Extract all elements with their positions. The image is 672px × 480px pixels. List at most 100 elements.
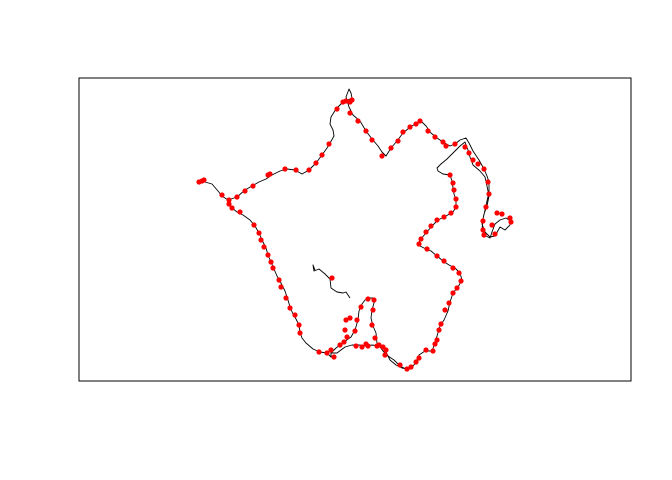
sample-point	[268, 259, 274, 265]
sample-point	[297, 330, 303, 336]
sample-point	[343, 317, 349, 323]
sample-point	[251, 222, 257, 228]
sample-point	[359, 344, 365, 350]
sample-point	[470, 157, 476, 163]
sample-point	[458, 278, 464, 284]
sample-point	[242, 188, 248, 194]
sample-point	[258, 237, 264, 243]
sample-point	[341, 339, 347, 345]
sample-point	[370, 307, 376, 313]
sample-point	[432, 134, 438, 140]
sample-point	[363, 341, 369, 347]
sample-point	[499, 211, 505, 217]
sample-point	[481, 166, 487, 172]
sample-point	[292, 312, 298, 318]
sample-point	[337, 342, 343, 348]
sample-point	[250, 183, 256, 189]
sample-point	[450, 180, 456, 186]
sample-point	[407, 124, 413, 130]
sample-point	[379, 153, 385, 159]
sample-point	[418, 236, 424, 242]
sample-point	[438, 321, 444, 327]
sample-point	[369, 137, 375, 143]
sample-point	[371, 297, 377, 303]
sample-point	[313, 160, 319, 166]
sample-point	[480, 218, 486, 224]
sample-point	[267, 171, 273, 177]
sample-point	[408, 364, 414, 370]
sample-point	[382, 352, 388, 358]
sample-point	[226, 197, 232, 203]
sample-point	[355, 118, 361, 124]
route-line-branch	[312, 264, 351, 299]
sample-point	[319, 152, 325, 158]
sample-point	[324, 350, 330, 356]
sample-point	[328, 347, 334, 353]
sample-point	[507, 215, 513, 221]
sample-point	[413, 121, 419, 127]
sample-point	[441, 214, 447, 220]
sample-point	[395, 138, 401, 144]
sample-point	[448, 210, 454, 216]
sample-point	[443, 143, 449, 149]
sample-point	[481, 232, 487, 238]
sample-point	[334, 106, 340, 112]
sample-point	[374, 343, 380, 349]
sample-point	[363, 128, 369, 134]
sample-point	[447, 172, 453, 178]
sample-point	[456, 270, 462, 276]
sample-point	[349, 97, 355, 103]
sample-point	[353, 343, 359, 349]
sample-point	[485, 179, 491, 185]
sample-point	[287, 305, 293, 311]
sample-point	[388, 145, 394, 151]
sample-point	[466, 150, 472, 156]
points-layer	[196, 97, 514, 372]
sample-point	[404, 366, 410, 372]
sample-point	[508, 219, 514, 225]
sample-point	[453, 204, 459, 210]
sample-point	[434, 217, 440, 223]
sample-point	[219, 192, 225, 198]
sample-point	[446, 300, 452, 306]
sample-point	[343, 98, 349, 104]
sample-point	[199, 178, 205, 184]
sample-point	[423, 347, 429, 353]
sample-point	[452, 141, 458, 147]
sample-point	[462, 144, 468, 150]
sample-point	[296, 322, 302, 328]
sample-point	[331, 354, 337, 360]
sample-point	[276, 277, 282, 283]
sample-point	[347, 110, 353, 116]
sample-point	[453, 196, 459, 202]
sample-point	[416, 241, 422, 247]
sample-point	[434, 253, 440, 259]
sample-point	[365, 296, 371, 302]
plot-frame	[78, 77, 632, 382]
sample-point	[372, 335, 378, 341]
sample-point	[316, 349, 322, 355]
sample-point	[344, 334, 350, 340]
sample-point	[475, 161, 481, 167]
sample-point	[229, 205, 235, 211]
sample-point	[430, 348, 436, 354]
sample-point	[454, 285, 460, 291]
sample-point	[329, 275, 335, 281]
sample-point	[413, 359, 419, 365]
sample-point	[432, 341, 438, 347]
sample-point	[261, 244, 267, 250]
sample-point	[400, 129, 406, 135]
sample-point	[450, 265, 456, 271]
sample-point	[237, 209, 243, 215]
sample-point	[492, 231, 498, 237]
sample-point	[483, 204, 489, 210]
sample-point	[342, 327, 348, 333]
sample-point	[234, 194, 240, 200]
sample-point	[293, 167, 299, 173]
sample-point	[451, 187, 457, 193]
sample-point	[441, 258, 447, 264]
sample-point	[416, 355, 422, 361]
sample-point	[440, 139, 446, 145]
sample-point	[436, 327, 442, 333]
